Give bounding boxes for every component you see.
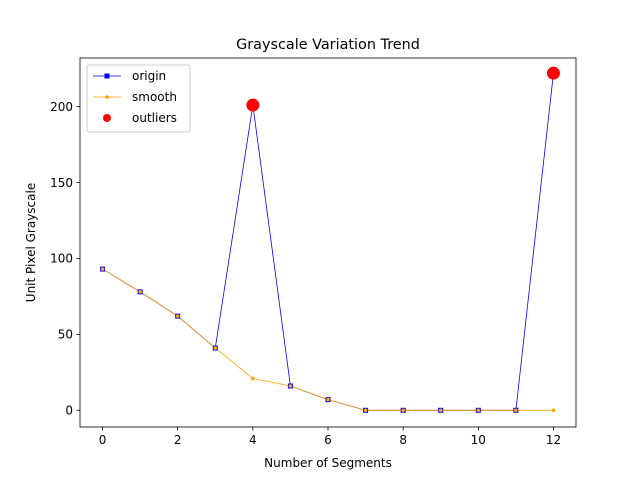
x-tick-label: 0 [99,433,107,447]
legend-marker-origin [104,73,110,79]
legend-label-outliers: outliers [132,111,177,125]
legend-entry-smooth: smooth [93,90,177,104]
x-tick-label: 8 [399,433,407,447]
legend-entry-outliers: outliers [103,111,177,125]
smooth-point [213,346,218,350]
y-tick-label: 200 [50,100,73,114]
outlier-point [246,98,260,112]
axis-ticks: 0 2 4 6 8 10 12 0 50 100 150 200 [50,100,561,447]
x-tick-label: 12 [546,433,561,447]
smooth-point [438,408,443,413]
y-tick-label: 100 [50,252,73,266]
legend-marker-smooth [105,95,109,99]
smooth-point [514,408,518,413]
x-tick-label: 2 [174,433,182,447]
x-tick-label: 6 [324,433,332,447]
y-axis-label: Unit Pixel Grayscale [24,183,38,302]
plot-frame [79,57,577,428]
smooth-point [401,408,405,413]
legend-box [86,64,191,133]
smooth-point [551,408,556,413]
legend-label-origin: origin [132,69,166,83]
outlier-point [546,66,560,80]
y-tick-label: 150 [50,176,73,190]
y-tick-label: 50 [58,328,73,342]
x-tick-label: 4 [249,433,257,447]
smooth-point [100,267,105,271]
legend-entry-origin: origin [93,69,166,83]
legend: origin smooth outliers [86,64,191,133]
x-axis-label: Number of Segments [264,456,392,470]
smooth-point [175,314,180,318]
smooth-point [251,376,255,381]
smooth-point [138,290,142,294]
plot-area [100,66,560,413]
smooth-point [326,397,330,402]
legend-label-smooth: smooth [132,90,177,104]
x-tick-label: 10 [471,433,486,447]
legend-marker-outliers [103,114,111,122]
smooth-point [476,408,481,413]
smooth-point [288,384,293,388]
y-tick-label: 0 [65,404,73,418]
chart-title: Grayscale Variation Trend [236,37,420,53]
smooth-point [363,408,368,413]
